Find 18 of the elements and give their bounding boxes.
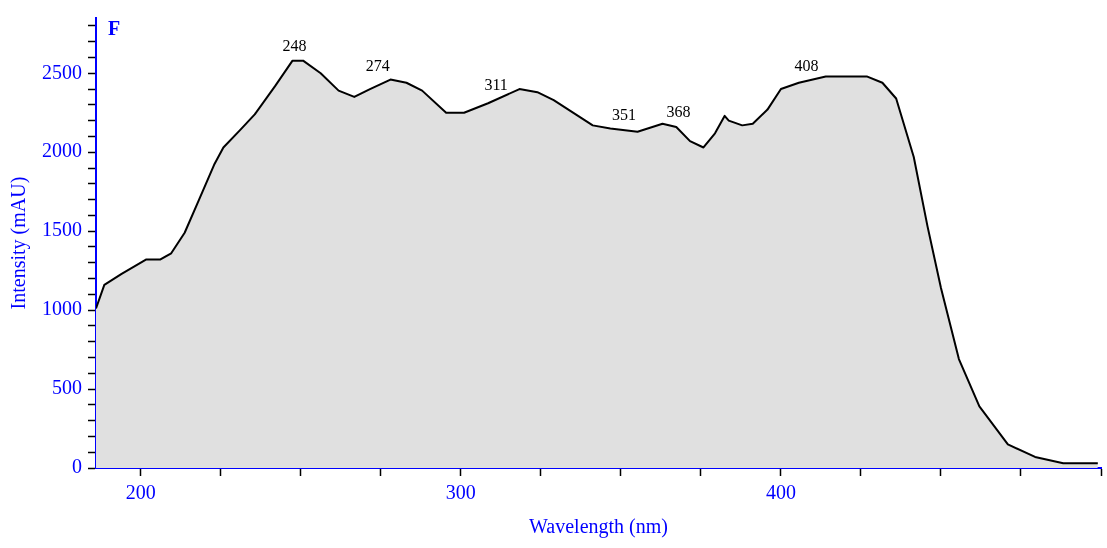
- annotation: 248: [282, 36, 307, 54]
- annotation: 351: [612, 106, 637, 124]
- x-tick-label: 200: [125, 481, 156, 504]
- y-tick-label: 500: [52, 376, 82, 399]
- annotation: 311: [484, 76, 508, 94]
- y-tick-label: 2500: [42, 60, 82, 83]
- chart-title: F: [108, 17, 121, 40]
- annotation: 274: [365, 57, 390, 75]
- y-tick-label: 0: [72, 455, 82, 478]
- y-tick-label: 1500: [42, 218, 82, 241]
- annotation: 368: [666, 103, 691, 121]
- x-tick-label: 400: [765, 481, 796, 504]
- y-tick-label: 2000: [42, 139, 82, 162]
- annotation: 408: [794, 57, 819, 75]
- x-axis-title: Wavelength (nm): [529, 515, 668, 539]
- y-tick-label: 1000: [42, 297, 82, 320]
- y-axis-title: Intensity (mAU): [7, 176, 31, 310]
- x-tick-label: 300: [445, 481, 476, 504]
